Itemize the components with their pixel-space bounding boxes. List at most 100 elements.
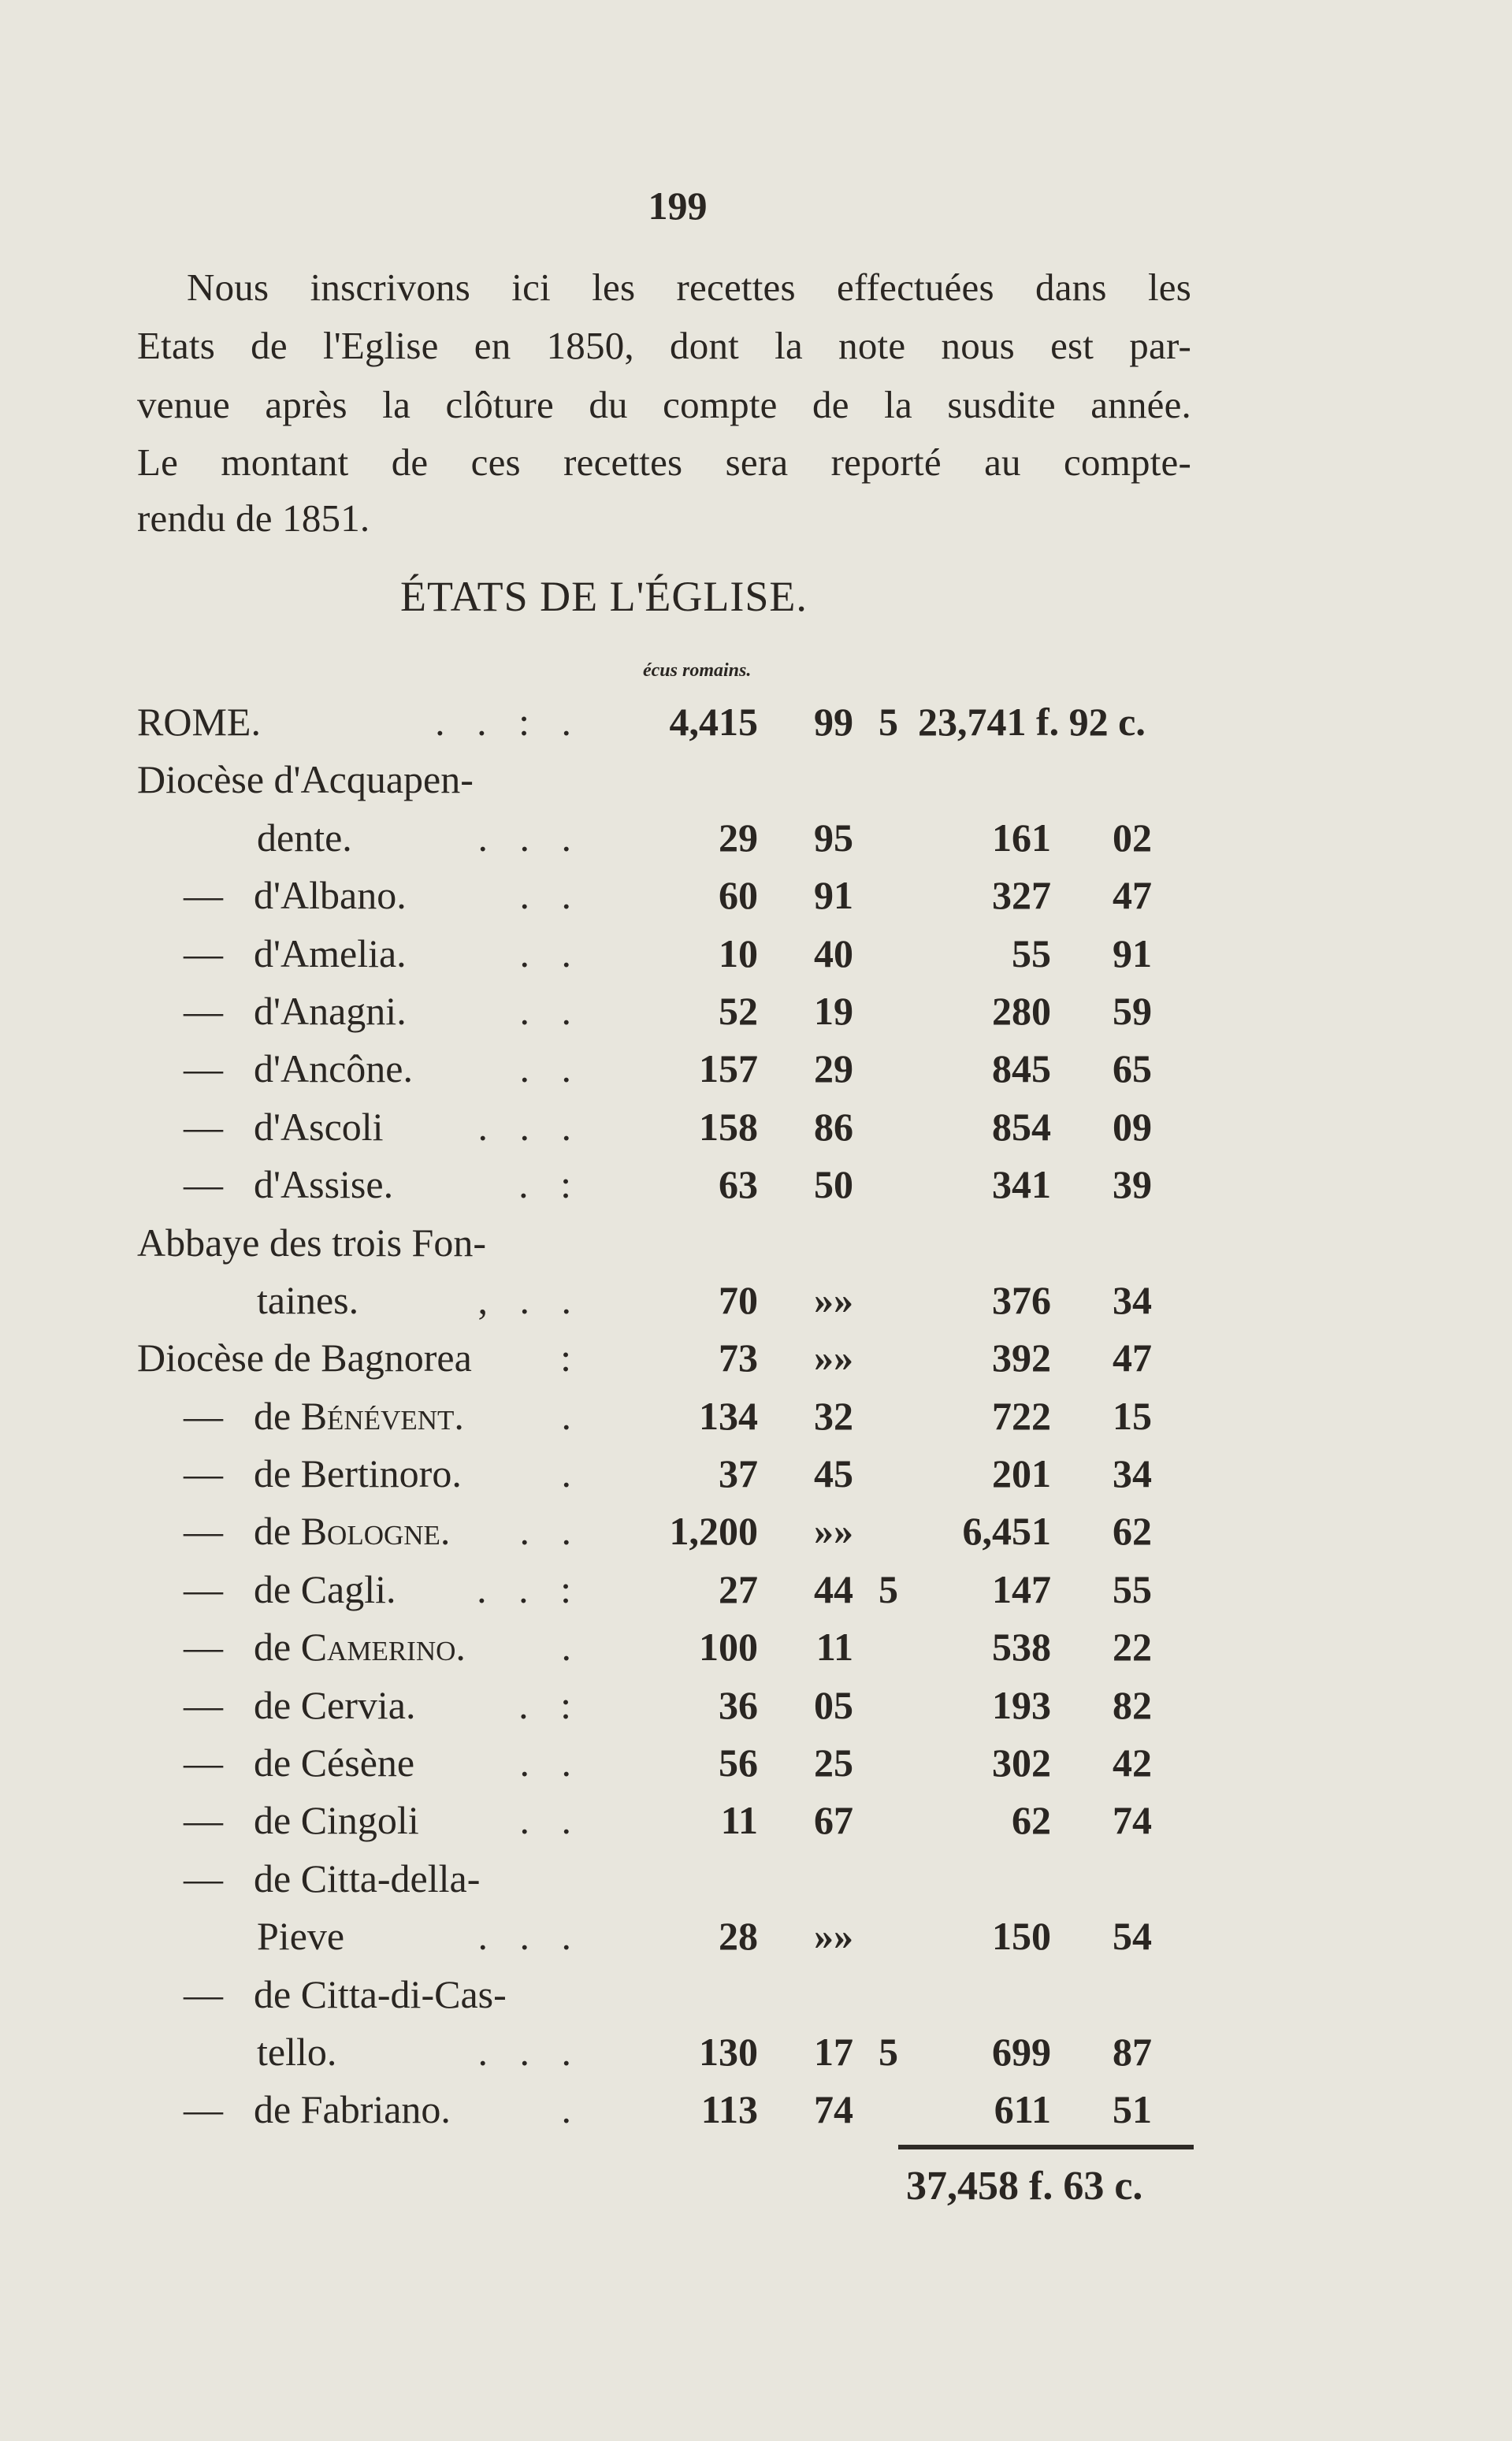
label-text: dente.	[257, 815, 352, 860]
baiocchi-value: 11	[815, 1625, 853, 1670]
label-text: Diocèse de Bagnorea	[137, 1336, 472, 1380]
francs-value: 845	[992, 1046, 1051, 1091]
francs-value: 23,741 f. 92 c.	[918, 693, 1146, 751]
francs-value: 611	[994, 2087, 1051, 2132]
label-text: de Cingoli	[254, 1798, 419, 1843]
label-text: Abbaye des trois Fon-	[137, 1220, 486, 1265]
ecus-value: 157	[699, 1046, 758, 1091]
francs-value: 392	[992, 1336, 1051, 1380]
dash-mark: —	[184, 1393, 223, 1438]
francs-value: 55	[1012, 931, 1051, 975]
table-row: ROME. . . : . 4,415 99 5 23,741 f. 92 c.	[0, 693, 1512, 751]
francs-value: 161	[992, 815, 1051, 860]
label-smallcaps: Bologne.	[300, 1509, 451, 1554]
ecus-value: 27	[719, 1566, 758, 1611]
ecus-value: 60	[719, 873, 758, 918]
label-text: de Fabriano.	[254, 2087, 451, 2132]
label-text: d'Ancône.	[254, 1046, 414, 1091]
centimes-value: 47	[1113, 873, 1152, 918]
dash-mark: —	[184, 1104, 223, 1149]
row-label: de Bénévent.	[254, 1388, 464, 1445]
ecus-value: 1,200	[669, 1509, 759, 1554]
ecus-value: 158	[699, 1104, 758, 1149]
dash-mark: —	[184, 873, 223, 918]
ecus-value: 100	[699, 1625, 758, 1670]
centimes-value: 59	[1113, 988, 1152, 1033]
francs-value: 854	[992, 1104, 1051, 1149]
ecus-value: 36	[719, 1682, 758, 1727]
dot-leader: . .	[519, 1046, 582, 1091]
dot-leader: . . .	[477, 1104, 582, 1149]
dot-leader: . . :	[477, 1566, 582, 1611]
row-label: de Cingoli	[254, 1792, 419, 1849]
ecus-value: 73	[719, 1336, 758, 1380]
label-text: d'Assise.	[254, 1162, 394, 1207]
dot-leader: . :	[518, 1682, 582, 1727]
dash-mark: —	[184, 988, 223, 1033]
dash-mark: —	[184, 1971, 223, 2016]
baiocchi-value: 95	[814, 815, 853, 860]
centimes: 92 c.	[1068, 700, 1146, 744]
table-row: — d'Ancône. . . 157 29 845 65	[0, 1040, 1512, 1098]
label-text: tello.	[257, 2029, 337, 2074]
baiocchi-value: 67	[814, 1798, 853, 1843]
row-label: d'Amelia.	[254, 925, 407, 983]
centimes-value: 55	[1113, 1566, 1152, 1611]
row-label: d'Assise.	[254, 1156, 393, 1213]
table-row: — de Bologne. . . 1,200 »» 6,451 62	[0, 1503, 1512, 1560]
ecus-value: 56	[719, 1741, 758, 1785]
fraction-value: 5	[879, 2029, 898, 2074]
row-label: de Cagli.	[254, 1561, 396, 1618]
centimes-value: 39	[1113, 1162, 1152, 1207]
ecus-value: 63	[719, 1162, 758, 1207]
row-label: d'Albano.	[254, 867, 407, 924]
intro-line: Etats de l'Eglise en 1850, dont la note …	[137, 324, 1191, 367]
label-text: de	[254, 1625, 301, 1670]
grand-total: 37,458 f. 63 c.	[906, 2164, 1143, 2209]
baiocchi-value: 25	[814, 1741, 853, 1785]
intro-line: rendu de 1851.	[137, 496, 370, 540]
table-row: — d'Assise. . : 63 50 341 39	[0, 1156, 1512, 1213]
table-row: taines. , . . 70 »» 376 34	[0, 1272, 1512, 1329]
dot-leader: . . .	[477, 815, 582, 860]
ecus-value: 28	[719, 1914, 758, 1959]
label-text: ROME.	[137, 700, 261, 744]
row-label: tello.	[257, 2023, 336, 2081]
dot-leader: . .	[519, 1741, 582, 1785]
table-row: — d'Amelia. . . 10 40 55 91	[0, 925, 1512, 983]
dot-leader: . :	[518, 1162, 582, 1207]
units-label: écus romains.	[643, 660, 752, 681]
fraction-value: 5	[879, 1566, 898, 1611]
table-row: — de Citta-di-Cas-	[0, 1966, 1512, 2023]
row-label: de Camerino.	[254, 1618, 466, 1676]
row-label: Diocèse de Bagnorea	[137, 1329, 472, 1387]
dot-leader: .	[561, 2087, 582, 2132]
row-label: taines.	[257, 1272, 358, 1329]
label-text: de	[254, 1393, 301, 1438]
label-text: de Cagli.	[254, 1566, 396, 1611]
baiocchi-value: 45	[814, 1451, 853, 1496]
label-text: de	[254, 1509, 301, 1554]
francs-value: 302	[992, 1741, 1051, 1785]
row-label: d'Ascoli	[254, 1098, 384, 1156]
ecus-value: 52	[719, 988, 758, 1033]
label-text: d'Albano.	[254, 873, 407, 918]
row-label: de Césène	[254, 1734, 414, 1792]
table-row: — d'Ascoli . . . 158 86 854 09	[0, 1098, 1512, 1156]
label-text: d'Anagni.	[254, 988, 407, 1033]
dash-mark: —	[184, 1046, 223, 1091]
table-row: — de Bertinoro.. 37 45 201 34	[0, 1445, 1512, 1503]
centimes-value: 74	[1113, 1798, 1152, 1843]
table-row: tello. . . . 130 17 5 699 87	[0, 2023, 1512, 2081]
centimes-value: 82	[1113, 1682, 1152, 1727]
ecus-value: 130	[699, 2029, 758, 2074]
ecus-value: 4,415	[669, 700, 759, 744]
dot-leader: .	[561, 1625, 582, 1670]
baiocchi-value: 91	[814, 873, 853, 918]
label-smallcaps: Camerino.	[300, 1625, 466, 1670]
francs-value: 327	[992, 873, 1051, 918]
label-text: d'Ascoli	[254, 1104, 384, 1149]
table-row: — de Cervia. . : 36 05 193 82	[0, 1677, 1512, 1734]
centimes-value: 34	[1113, 1277, 1152, 1322]
table-row: — de Césène . . 56 25 302 42	[0, 1734, 1512, 1792]
